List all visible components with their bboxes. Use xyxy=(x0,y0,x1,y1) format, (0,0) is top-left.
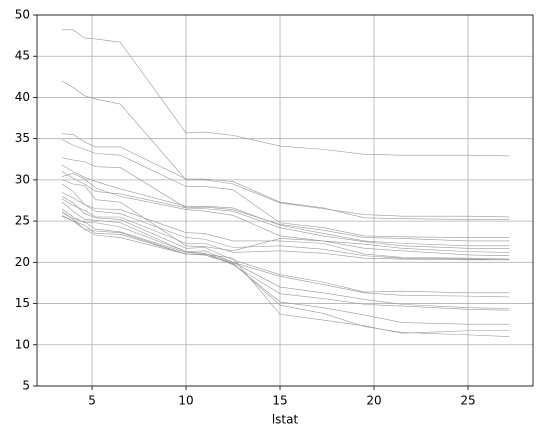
ice-line xyxy=(61,164,510,247)
ice-line xyxy=(61,210,510,334)
ice-line xyxy=(61,196,510,294)
y-tick-label: 20 xyxy=(15,255,30,269)
y-tick-label: 40 xyxy=(15,90,30,104)
ice-line xyxy=(61,215,510,325)
ice-line xyxy=(61,29,510,157)
ice-line xyxy=(61,80,510,218)
ice-line xyxy=(61,198,510,261)
y-tick-label: 15 xyxy=(15,296,30,310)
ice-line xyxy=(61,183,510,260)
ice-line xyxy=(61,139,510,238)
ice-line xyxy=(61,179,510,257)
ice-line xyxy=(61,201,510,298)
y-tick-label: 45 xyxy=(15,49,30,63)
y-tick-label: 50 xyxy=(15,8,30,22)
y-tick-label: 35 xyxy=(15,131,30,145)
ice-line xyxy=(61,172,510,253)
x-tick-label: 10 xyxy=(178,394,193,408)
ice-line xyxy=(61,157,510,242)
ice-line xyxy=(61,133,510,220)
y-tick-label: 10 xyxy=(15,337,30,351)
ice-line xyxy=(61,171,510,249)
y-tick-label: 5 xyxy=(22,379,30,393)
x-tick-label: 15 xyxy=(272,394,287,408)
x-tick-label: 20 xyxy=(366,394,381,408)
x-tick-label: 5 xyxy=(88,394,96,408)
ice-line xyxy=(61,208,510,309)
plot-frame xyxy=(36,14,534,387)
x-axis-label: lstat xyxy=(272,413,299,427)
y-tick-label: 25 xyxy=(15,214,30,228)
x-tick-label: 25 xyxy=(460,394,475,408)
ice-line xyxy=(61,191,510,261)
ice-line xyxy=(61,215,510,337)
y-tick-label: 30 xyxy=(15,172,30,186)
